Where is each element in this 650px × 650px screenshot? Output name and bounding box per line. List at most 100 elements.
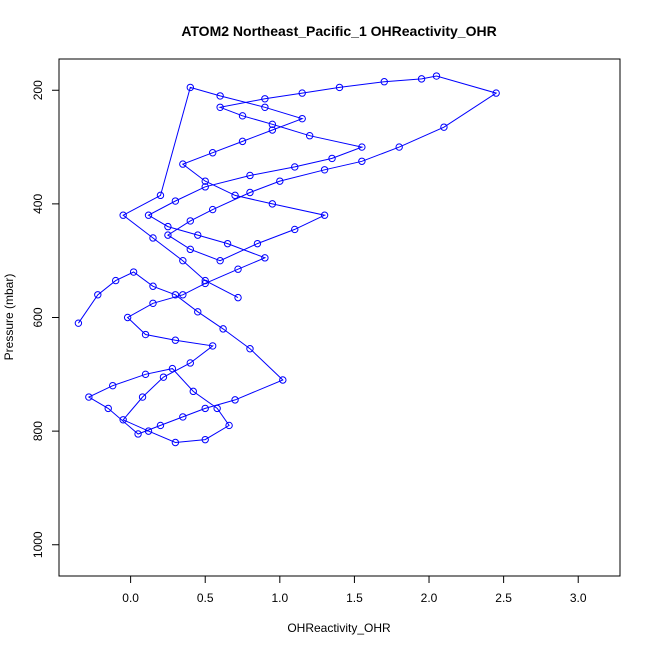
data-point: [268, 120, 277, 129]
series-line: [77, 75, 498, 444]
data-point: [144, 427, 153, 435]
data-point: [171, 438, 180, 447]
data-point: [138, 393, 147, 401]
data-point: [234, 265, 242, 273]
data-point: [141, 330, 150, 339]
data-point: [164, 231, 172, 239]
y-axis: 200 400 600 800 1000: [31, 80, 60, 558]
data-point: [94, 291, 102, 299]
data-point: [123, 313, 132, 322]
data-point: [119, 211, 127, 219]
data-point: [208, 205, 217, 214]
data-point: [213, 404, 221, 413]
data-point: [440, 123, 448, 131]
data-point: [129, 268, 138, 276]
data-point: [171, 197, 180, 205]
data-point: [179, 291, 187, 299]
data-point: [201, 404, 209, 413]
data-point: [149, 282, 157, 290]
data-point: [223, 239, 232, 248]
x-tick-label: 3.0: [570, 591, 587, 605]
data-point: [358, 143, 366, 151]
x-axis-title: OHReactivity_OHR: [287, 621, 391, 635]
data-point: [298, 114, 306, 123]
data-point: [179, 256, 187, 265]
y-tick-label: 1000: [31, 531, 45, 558]
data-point: [179, 160, 187, 168]
data-point: [194, 231, 202, 239]
data-point: [119, 416, 127, 424]
data-point: [380, 78, 388, 86]
data-point: [253, 239, 262, 248]
y-tick-label: 400: [31, 194, 45, 214]
data-point: [261, 254, 269, 262]
data-point: [164, 222, 172, 231]
data-point: [194, 308, 202, 316]
data-point: [291, 225, 299, 234]
data-point: [246, 345, 254, 353]
data-point: [395, 143, 403, 151]
data-point: [216, 92, 224, 100]
chart-title: ATOM2 Northeast_Pacific_1 OHReactivity_O…: [181, 23, 496, 39]
data-point: [219, 325, 227, 333]
series-layer: [74, 72, 500, 447]
data-point: [305, 131, 314, 140]
data-point: [261, 95, 269, 103]
data-point: [268, 126, 277, 134]
x-tick-label: 0.5: [197, 591, 214, 605]
data-point: [134, 430, 142, 438]
x-axis: 0.0 0.5 1.0 1.5 2.0 2.5 3.0: [122, 575, 587, 605]
data-point: [231, 191, 239, 200]
data-point: [268, 200, 277, 208]
data-point: [201, 183, 209, 191]
data-point: [171, 291, 180, 299]
data-point: [216, 256, 224, 265]
data-point: [168, 364, 177, 373]
y-tick-label: 800: [31, 421, 45, 441]
data-point: [335, 83, 344, 92]
data-point: [104, 404, 112, 413]
data-point: [417, 75, 426, 83]
data-point: [246, 188, 254, 197]
data-point: [179, 413, 187, 421]
data-point: [246, 171, 254, 180]
data-point: [159, 373, 168, 381]
data-point: [186, 83, 194, 92]
data-point: [144, 211, 153, 219]
data-point: [261, 103, 269, 111]
y-axis-title: Pressure (mbar): [2, 274, 16, 361]
data-point: [201, 279, 209, 288]
data-point: [432, 72, 441, 80]
data-point: [320, 166, 329, 174]
data-point: [201, 435, 209, 444]
data-point: [156, 421, 165, 430]
data-point: [201, 276, 209, 285]
x-tick-label: 2.5: [495, 591, 512, 605]
x-tick-label: 1.0: [271, 591, 288, 605]
data-point: [156, 191, 165, 200]
data-point: [238, 137, 247, 146]
data-point: [149, 299, 157, 307]
data-point: [231, 396, 239, 404]
y-tick-label: 200: [31, 80, 45, 100]
x-tick-label: 2.0: [421, 591, 438, 605]
data-point: [74, 319, 83, 327]
data-point: [279, 376, 287, 384]
plot-frame: [58, 58, 621, 577]
data-point: [186, 245, 194, 254]
x-tick-label: 1.5: [346, 591, 363, 605]
data-point: [85, 393, 93, 401]
data-point: [189, 387, 197, 396]
data-point: [216, 103, 224, 111]
data-point: [358, 157, 366, 165]
y-tick-label: 600: [31, 307, 45, 327]
data-point: [298, 89, 306, 97]
data-point: [492, 89, 500, 97]
data-point: [149, 234, 157, 242]
x-tick-label: 0.0: [122, 591, 139, 605]
data-point: [328, 154, 336, 163]
data-point: [141, 370, 150, 379]
data-point: [171, 336, 180, 344]
data-point: [225, 421, 233, 430]
